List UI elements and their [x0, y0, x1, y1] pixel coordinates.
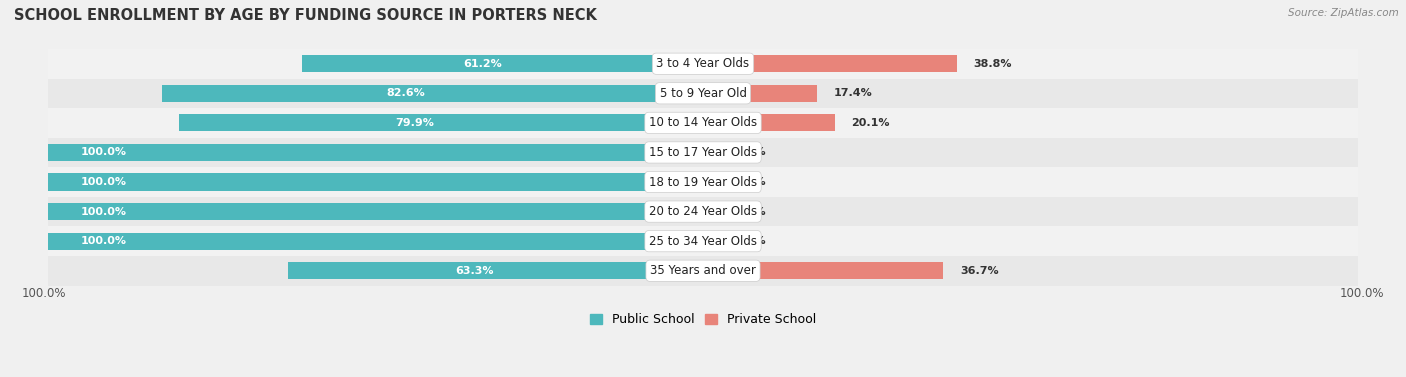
Bar [703, 55, 957, 72]
Text: 10 to 14 Year Olds: 10 to 14 Year Olds [650, 116, 756, 129]
Text: 20 to 24 Year Olds: 20 to 24 Year Olds [650, 205, 756, 218]
Text: 0.0%: 0.0% [735, 147, 766, 158]
Text: 3 to 4 Year Olds: 3 to 4 Year Olds [657, 57, 749, 70]
Bar [162, 85, 703, 102]
Bar [48, 256, 1358, 285]
Bar [48, 138, 1358, 167]
Text: 15 to 17 Year Olds: 15 to 17 Year Olds [650, 146, 756, 159]
Text: 38.8%: 38.8% [973, 59, 1012, 69]
Text: 0.0%: 0.0% [735, 236, 766, 246]
Text: 100.0%: 100.0% [80, 147, 127, 158]
Bar [302, 55, 703, 72]
Bar [48, 203, 703, 220]
Text: 100.0%: 100.0% [1340, 287, 1385, 300]
Text: 5 to 9 Year Old: 5 to 9 Year Old [659, 87, 747, 100]
Text: 36.7%: 36.7% [960, 266, 998, 276]
Bar [48, 226, 1358, 256]
Text: 18 to 19 Year Olds: 18 to 19 Year Olds [650, 176, 756, 188]
Text: SCHOOL ENROLLMENT BY AGE BY FUNDING SOURCE IN PORTERS NECK: SCHOOL ENROLLMENT BY AGE BY FUNDING SOUR… [14, 8, 598, 23]
Bar [703, 233, 723, 250]
Text: 61.2%: 61.2% [463, 59, 502, 69]
Bar [48, 167, 1358, 197]
Text: 35 Years and over: 35 Years and over [650, 264, 756, 277]
Bar [703, 114, 835, 132]
Bar [48, 144, 703, 161]
Legend: Public School, Private School: Public School, Private School [585, 308, 821, 331]
Text: 20.1%: 20.1% [851, 118, 890, 128]
Bar [48, 78, 1358, 108]
Text: 100.0%: 100.0% [80, 207, 127, 217]
Bar [180, 114, 703, 132]
Text: 79.9%: 79.9% [395, 118, 434, 128]
Text: 100.0%: 100.0% [80, 177, 127, 187]
Bar [703, 85, 817, 102]
Text: 0.0%: 0.0% [735, 207, 766, 217]
Text: 17.4%: 17.4% [834, 88, 872, 98]
Bar [48, 233, 703, 250]
Text: 100.0%: 100.0% [80, 236, 127, 246]
Bar [703, 144, 723, 161]
Text: 0.0%: 0.0% [735, 177, 766, 187]
Bar [703, 173, 723, 191]
Text: 25 to 34 Year Olds: 25 to 34 Year Olds [650, 234, 756, 248]
Bar [48, 108, 1358, 138]
Bar [703, 262, 943, 279]
Bar [703, 203, 723, 220]
Bar [48, 197, 1358, 226]
Bar [48, 49, 1358, 78]
Bar [288, 262, 703, 279]
Text: 100.0%: 100.0% [21, 287, 66, 300]
Bar [48, 173, 703, 191]
Text: Source: ZipAtlas.com: Source: ZipAtlas.com [1288, 8, 1399, 18]
Text: 63.3%: 63.3% [456, 266, 494, 276]
Text: 82.6%: 82.6% [387, 88, 425, 98]
